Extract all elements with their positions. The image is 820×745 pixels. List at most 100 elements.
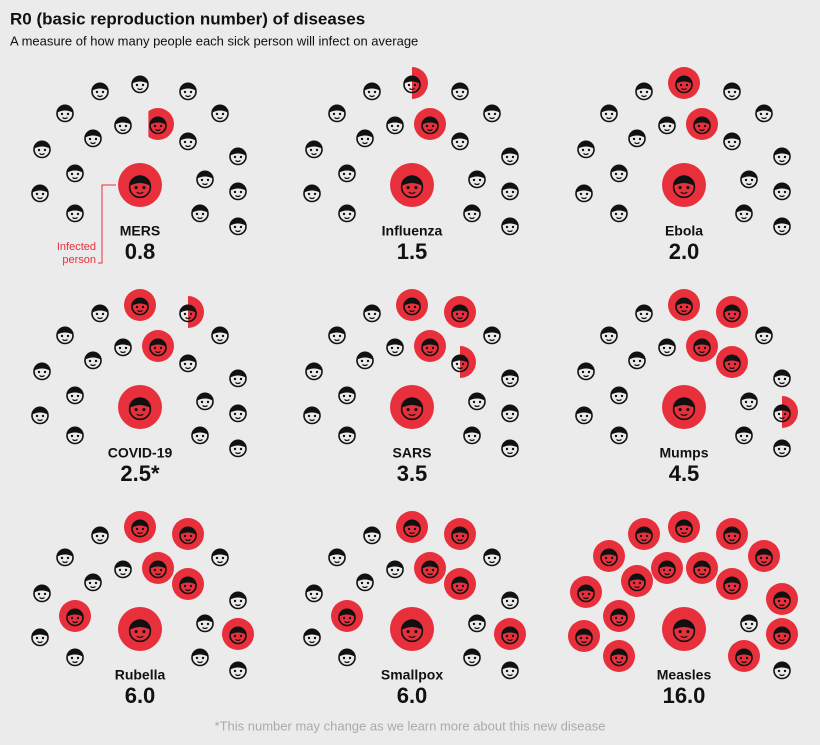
- hair: [196, 614, 214, 623]
- mouth: [729, 539, 735, 542]
- mouth: [664, 351, 670, 354]
- eye: [124, 346, 128, 350]
- eye: [201, 656, 205, 660]
- mouth: [761, 561, 767, 564]
- hair: [56, 548, 74, 557]
- disease-name: Influenza: [382, 223, 443, 239]
- eye: [604, 556, 608, 560]
- mouth: [427, 129, 433, 132]
- eye: [413, 83, 417, 87]
- eye: [581, 592, 585, 596]
- eye: [70, 172, 74, 176]
- eye: [367, 90, 371, 94]
- eye: [744, 622, 748, 626]
- infected-marker: [396, 289, 428, 321]
- hair: [191, 426, 209, 435]
- eye: [342, 172, 346, 176]
- eye: [744, 178, 748, 182]
- eye: [206, 622, 210, 626]
- eye: [366, 581, 370, 585]
- eye: [783, 447, 787, 451]
- r0-value: 4.5: [669, 461, 700, 486]
- mouth: [344, 621, 350, 624]
- infected-marker: [444, 518, 476, 550]
- hair: [56, 326, 74, 335]
- r0-value: 6.0: [125, 683, 156, 708]
- hair: [196, 170, 214, 179]
- hair: [610, 648, 628, 657]
- eye: [662, 346, 666, 350]
- mouth: [409, 310, 415, 313]
- eye: [679, 305, 683, 309]
- infected-marker: [124, 511, 156, 543]
- hair: [91, 526, 109, 535]
- eye: [88, 137, 92, 141]
- mouth: [474, 405, 480, 408]
- eye: [406, 408, 410, 412]
- mouth: [507, 604, 513, 607]
- mouth: [97, 95, 103, 98]
- eye: [733, 90, 737, 94]
- eye: [189, 140, 193, 144]
- eye: [94, 359, 98, 363]
- hair: [66, 608, 84, 617]
- eye: [70, 434, 74, 438]
- infected-group: [668, 67, 718, 140]
- eye: [733, 362, 737, 366]
- eye: [189, 362, 193, 366]
- hair: [363, 304, 381, 313]
- hair: [211, 104, 229, 113]
- mouth: [741, 661, 747, 664]
- mouth: [699, 351, 705, 354]
- mouth: [392, 129, 398, 132]
- mouth: [581, 197, 587, 200]
- eye: [727, 140, 731, 144]
- annotation-line-text: person: [62, 254, 96, 266]
- infected-marker: [444, 296, 476, 328]
- eye: [745, 212, 749, 216]
- eye: [610, 334, 614, 338]
- mouth: [741, 439, 747, 442]
- eye: [189, 584, 193, 588]
- eye: [579, 636, 583, 640]
- eye: [101, 534, 105, 538]
- eye: [745, 434, 749, 438]
- eye: [668, 346, 672, 350]
- eye: [60, 334, 64, 338]
- mouth: [136, 635, 144, 639]
- hair: [501, 404, 519, 413]
- eye: [239, 599, 243, 603]
- hair: [305, 362, 323, 371]
- mouth: [235, 604, 241, 607]
- eye: [639, 90, 643, 94]
- hair: [229, 591, 247, 600]
- mouth: [37, 419, 43, 422]
- mouth: [334, 561, 340, 564]
- hair: [501, 217, 519, 226]
- eye: [727, 90, 731, 94]
- mouth: [120, 573, 126, 576]
- mouth: [197, 217, 203, 220]
- mouth: [137, 310, 143, 313]
- eye: [221, 556, 225, 560]
- mouth: [779, 674, 785, 677]
- hair: [114, 560, 132, 569]
- mouth: [72, 661, 78, 664]
- eye: [414, 408, 418, 412]
- eye: [367, 312, 371, 316]
- infected-group: [568, 511, 798, 672]
- disease-name: Mumps: [660, 445, 709, 461]
- hair: [600, 548, 618, 557]
- eye: [587, 370, 591, 374]
- mouth: [729, 95, 735, 98]
- mouth: [680, 413, 688, 417]
- eye: [620, 172, 624, 176]
- eye: [461, 140, 465, 144]
- eye: [632, 137, 636, 141]
- hair: [66, 164, 84, 173]
- mouth: [309, 419, 315, 422]
- eye: [620, 394, 624, 398]
- eye: [783, 377, 787, 381]
- eye: [478, 178, 482, 182]
- mouth: [457, 539, 463, 542]
